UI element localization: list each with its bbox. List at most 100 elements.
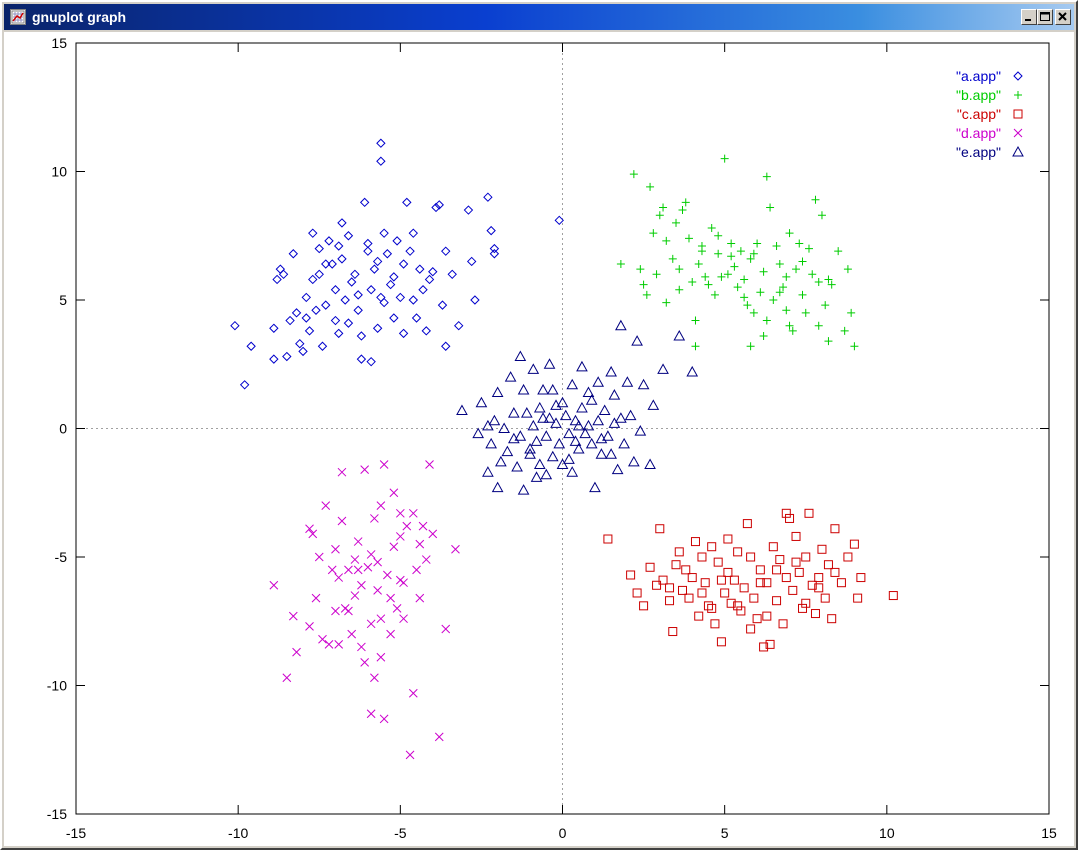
data-point — [546, 450, 559, 462]
legend-entry-label: "c.app" — [957, 106, 1001, 122]
data-point — [668, 627, 678, 637]
x-tick-label: 5 — [721, 825, 729, 841]
data-point — [785, 321, 794, 330]
data-point — [489, 249, 500, 259]
data-point — [366, 356, 376, 367]
data-point — [456, 404, 468, 416]
data-point — [550, 399, 562, 410]
legend-entry-label: "d.app" — [956, 125, 1001, 141]
data-point — [634, 425, 647, 436]
data-point — [658, 575, 668, 585]
data-point — [834, 247, 843, 256]
data-point — [775, 260, 784, 269]
data-point — [688, 278, 697, 287]
data-point — [370, 514, 379, 523]
data-point — [792, 265, 801, 274]
data-point — [425, 460, 434, 469]
data-point — [772, 596, 782, 606]
close-button[interactable] — [1055, 9, 1071, 25]
data-point — [788, 585, 798, 595]
data-point — [720, 588, 730, 598]
data-point — [269, 323, 279, 333]
data-point — [360, 658, 370, 667]
data-point — [305, 622, 314, 631]
minimize-button[interactable] — [1021, 9, 1037, 25]
data-point — [762, 316, 771, 325]
data-point — [850, 342, 859, 351]
data-point — [305, 524, 314, 534]
data-point — [659, 203, 668, 212]
data-point — [716, 575, 726, 585]
data-point — [311, 305, 321, 315]
maximize-button[interactable] — [1037, 9, 1053, 25]
data-point — [762, 172, 771, 181]
x-tick-label: 10 — [879, 825, 895, 841]
data-point — [775, 555, 785, 565]
data-point — [697, 247, 706, 256]
data-point — [554, 215, 564, 226]
gnuplot-graph-icon[interactable] — [10, 9, 26, 25]
data-point — [314, 552, 324, 562]
data-point — [353, 565, 363, 575]
data-point — [543, 358, 556, 369]
data-point — [288, 611, 298, 621]
data-point — [782, 306, 791, 315]
data-point — [830, 567, 840, 577]
data-point — [344, 606, 353, 616]
data-point — [608, 417, 621, 428]
data-point — [350, 269, 360, 280]
data-point — [736, 606, 746, 616]
legend-entry-label: "e.app" — [956, 144, 1001, 160]
data-point — [485, 437, 497, 449]
data-point — [684, 593, 694, 603]
data-point — [820, 593, 830, 603]
legend-entry-marker — [1013, 128, 1023, 138]
y-tick-label: 5 — [59, 292, 67, 308]
data-point — [346, 277, 357, 287]
data-point — [582, 386, 595, 398]
data-point — [395, 532, 405, 541]
data-point — [350, 591, 360, 600]
data-point — [344, 565, 353, 575]
data-point — [350, 555, 360, 564]
data-point — [621, 376, 634, 387]
data-point — [766, 203, 775, 212]
data-point — [321, 300, 331, 310]
data-point — [379, 460, 389, 469]
data-point — [723, 270, 732, 279]
data-point — [431, 202, 441, 213]
title-bar[interactable]: gnuplot graph — [4, 4, 1074, 30]
data-point — [691, 316, 700, 325]
data-point — [514, 430, 527, 441]
data-point — [343, 231, 354, 241]
data-point — [437, 300, 448, 310]
data-point — [605, 365, 617, 377]
data-point — [353, 537, 363, 546]
data-point — [475, 396, 488, 408]
data-point — [572, 419, 585, 431]
data-point — [755, 565, 765, 575]
data-point — [372, 256, 383, 267]
data-point — [399, 614, 408, 624]
data-point — [408, 508, 418, 518]
data-point — [824, 275, 833, 284]
data-point — [373, 586, 382, 595]
data-point — [324, 640, 334, 649]
data-point — [482, 466, 494, 477]
data-point — [804, 244, 813, 253]
data-point — [330, 285, 341, 295]
data-point — [598, 404, 611, 416]
data-point — [681, 565, 691, 575]
data-point — [782, 272, 791, 281]
x-tick-label: -15 — [66, 825, 86, 841]
data-point — [772, 242, 781, 251]
data-point — [678, 585, 688, 595]
data-point — [330, 315, 341, 326]
data-point — [340, 295, 350, 305]
data-point — [356, 331, 367, 341]
data-point — [301, 292, 311, 303]
data-point — [550, 417, 562, 428]
data-point — [308, 274, 318, 285]
data-point — [533, 401, 546, 413]
data-point — [592, 414, 605, 426]
